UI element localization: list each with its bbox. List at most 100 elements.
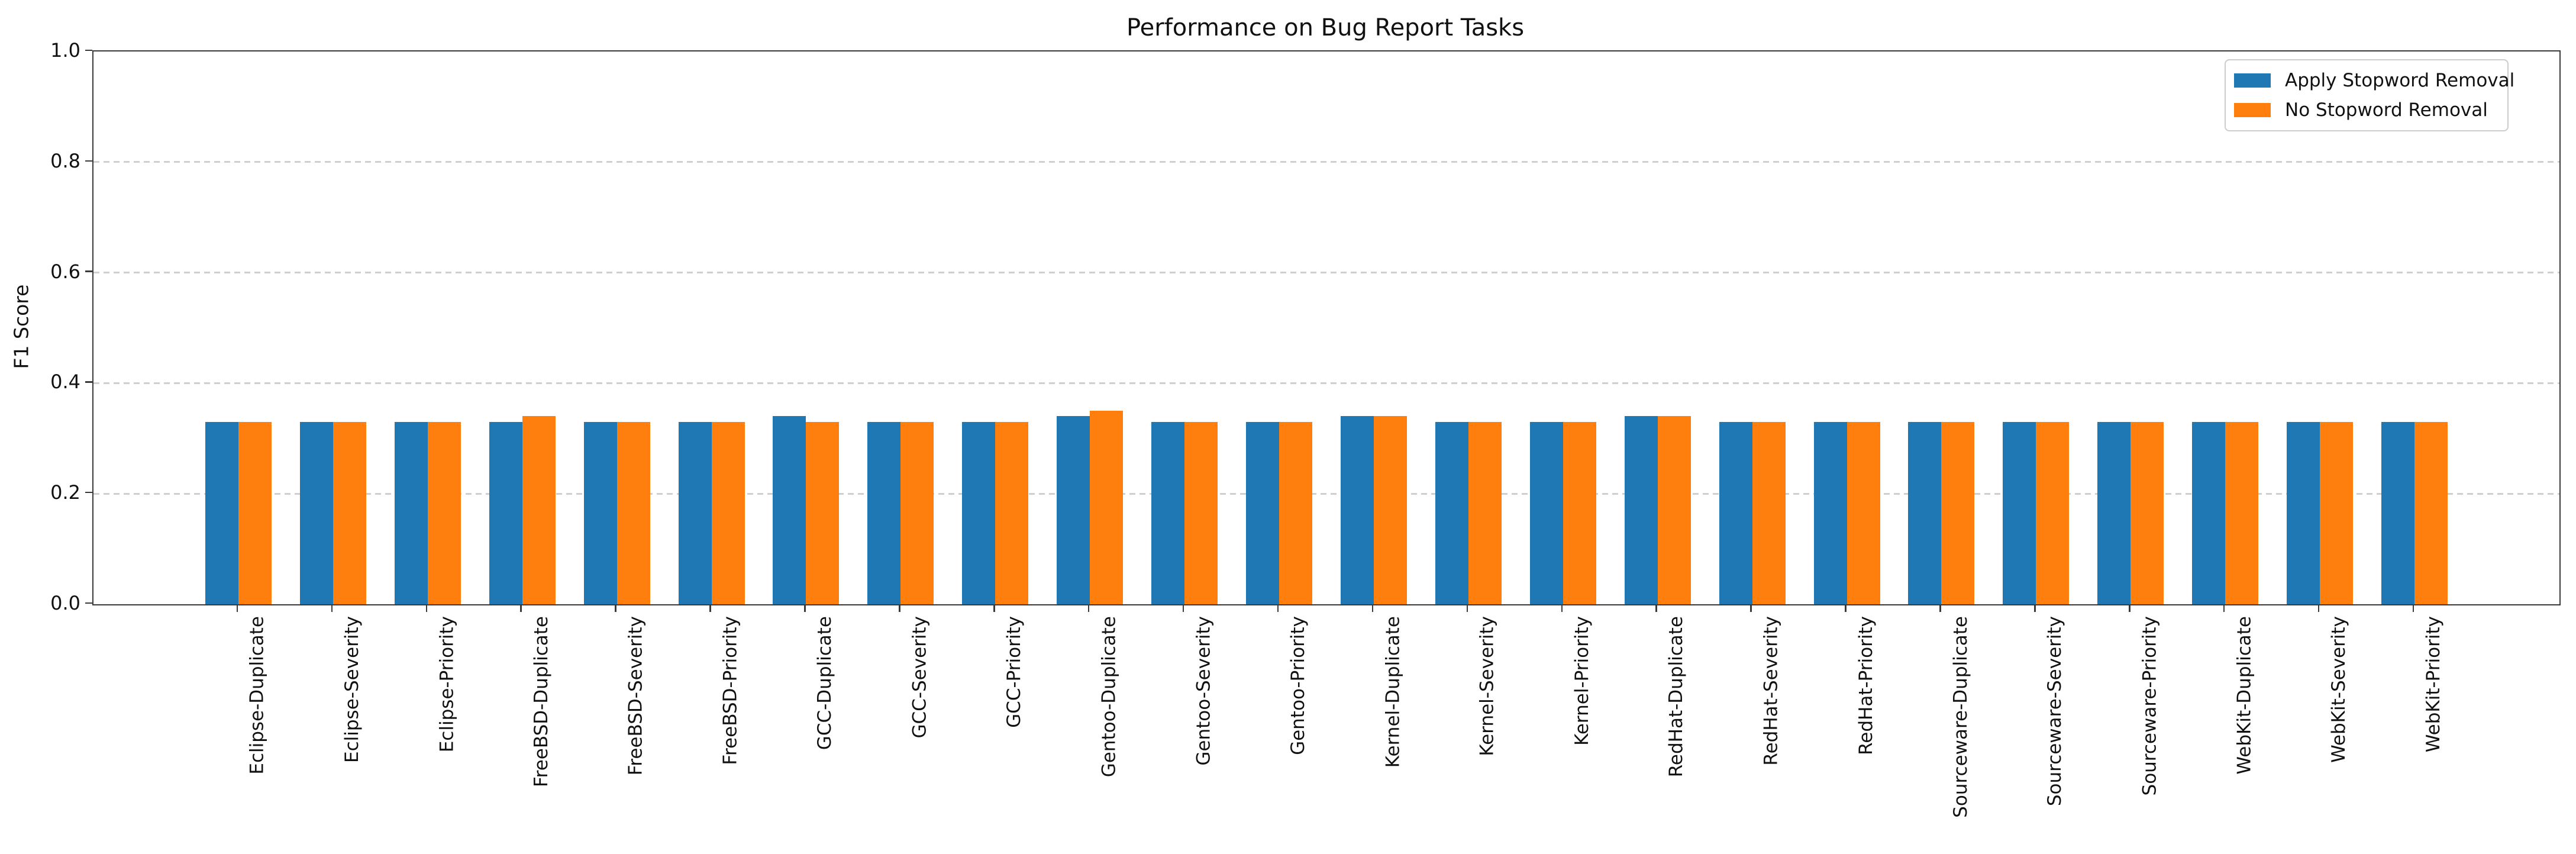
y-tick-label: 0.0 [50,592,80,614]
x-tick-mark [1182,604,1184,612]
x-tick-mark [1371,604,1374,612]
bar-RedHat-Duplicate-apply [1624,416,1658,604]
x-tick-mark [236,604,238,612]
chart-title: Performance on Bug Report Tasks [1126,14,1525,41]
y-tick-label: 0.2 [50,481,80,504]
bar-Sourceware-Severity-none [2036,421,2070,604]
bar-Eclipse-Severity-apply [299,421,333,604]
gridline-y-0.2 [93,492,2559,495]
bar-Gentoo-Severity-none [1184,421,1218,604]
bar-FreeBSD-Duplicate-none [522,416,556,604]
y-tick-label: 0.4 [50,370,80,394]
x-tick-label: Sourceware-Severity [2044,616,2066,807]
legend-entry: Apply Stopword Removal [2234,68,2514,93]
bar-WebKit-Duplicate-none [2225,421,2259,604]
x-tick-mark [1277,604,1279,612]
x-tick-label: Gentoo-Duplicate [1098,616,1120,778]
bar-GCC-Severity-apply [867,421,901,604]
y-tick-label: 0.6 [50,260,80,283]
x-tick-mark [2317,604,2320,612]
x-tick-mark [615,604,616,612]
y-axis-label: F1 Score [9,284,33,369]
x-tick-label: WebKit-Severity [2328,616,2350,763]
legend: Apply Stopword Removal No Stopword Remov… [2225,59,2514,131]
x-tick-mark [1561,604,1563,612]
y-tick-label: 1.0 [50,39,80,62]
gridline-y-0.8 [93,161,2559,163]
x-tick-label: RedHat-Severity [1760,616,1782,766]
x-tick-label: GCC-Priority [1003,616,1025,728]
x-tick-mark [2129,604,2130,612]
y-tick-mark [85,270,92,272]
bar-Sourceware-Duplicate-apply [1908,421,1942,604]
bar-Kernel-Severity-none [1468,421,1502,604]
legend-swatch-no-stopword [2234,103,2271,117]
x-tick-label: GCC-Severity [909,616,931,739]
x-tick-label: Eclipse-Priority [435,616,457,753]
x-tick-mark [709,604,711,612]
x-tick-label: RedHat-Duplicate [1665,616,1687,778]
bar-GCC-Severity-none [900,421,934,604]
bar-Kernel-Priority-none [1563,421,1596,604]
bar-Gentoo-Duplicate-none [1090,411,1124,604]
bar-Gentoo-Priority-none [1279,421,1313,604]
bar-Eclipse-Duplicate-none [238,421,272,604]
bar-FreeBSD-Severity-apply [583,421,617,604]
x-tick-label: Kernel-Severity [1476,616,1498,756]
x-tick-mark [1939,604,1941,612]
bar-Kernel-Severity-apply [1435,421,1468,604]
bar-WebKit-Severity-apply [2287,421,2320,604]
bar-Gentoo-Priority-apply [1246,421,1280,604]
x-tick-mark [993,604,995,612]
bar-GCC-Duplicate-none [806,421,840,604]
bar-Kernel-Priority-apply [1529,421,1563,604]
bar-RedHat-Duplicate-none [1657,416,1691,604]
legend-label: Apply Stopword Removal [2285,70,2515,91]
y-tick-mark [85,49,92,51]
x-tick-label: Kernel-Priority [1571,616,1593,746]
bar-FreeBSD-Duplicate-apply [489,421,522,604]
x-tick-label: GCC-Duplicate [814,616,836,750]
bar-Eclipse-Severity-none [333,421,366,604]
bar-GCC-Duplicate-apply [773,416,806,604]
x-tick-mark [425,604,428,612]
y-tick-label: 0.8 [50,149,80,172]
bar-RedHat-Severity-none [1752,421,1786,604]
x-tick-label: Gentoo-Priority [1287,616,1309,755]
x-tick-mark [2034,604,2036,612]
y-tick-mark [85,602,92,604]
bar-FreeBSD-Priority-apply [678,421,712,604]
legend-label: No Stopword Removal [2285,99,2488,121]
y-tick-mark [85,160,92,162]
x-tick-label: Gentoo-Severity [1193,616,1215,766]
gridline-y-0.4 [93,382,2559,384]
bar-Sourceware-Severity-apply [2003,421,2036,604]
y-tick-mark [85,381,92,383]
x-tick-label: FreeBSD-Priority [719,616,741,765]
bar-WebKit-Priority-apply [2381,421,2414,604]
x-tick-label: RedHat-Priority [1855,616,1877,755]
legend-swatch-apply-stopword [2234,73,2271,88]
bar-RedHat-Priority-apply [1813,421,1847,604]
x-tick-mark [1466,604,1468,612]
x-tick-label: FreeBSD-Severity [625,616,647,776]
x-tick-mark [520,604,522,612]
bar-WebKit-Priority-none [2414,421,2448,604]
bar-Sourceware-Priority-none [2130,421,2164,604]
bar-FreeBSD-Severity-none [616,421,650,604]
x-tick-mark [1845,604,1847,612]
x-tick-label: Sourceware-Priority [2139,616,2161,796]
x-tick-mark [331,604,333,612]
bar-Eclipse-Priority-apply [394,421,428,604]
x-tick-label: Kernel-Duplicate [1381,616,1403,768]
x-tick-mark [1655,604,1657,612]
x-tick-mark [1750,604,1752,612]
bar-WebKit-Duplicate-apply [2192,421,2226,604]
bar-Gentoo-Duplicate-apply [1057,416,1090,604]
bar-Eclipse-Duplicate-apply [205,421,238,604]
plot-area [92,50,2561,605]
legend-entry: No Stopword Removal [2234,98,2497,123]
bar-GCC-Priority-none [995,421,1029,604]
x-tick-label: Sourceware-Duplicate [1949,616,1971,818]
